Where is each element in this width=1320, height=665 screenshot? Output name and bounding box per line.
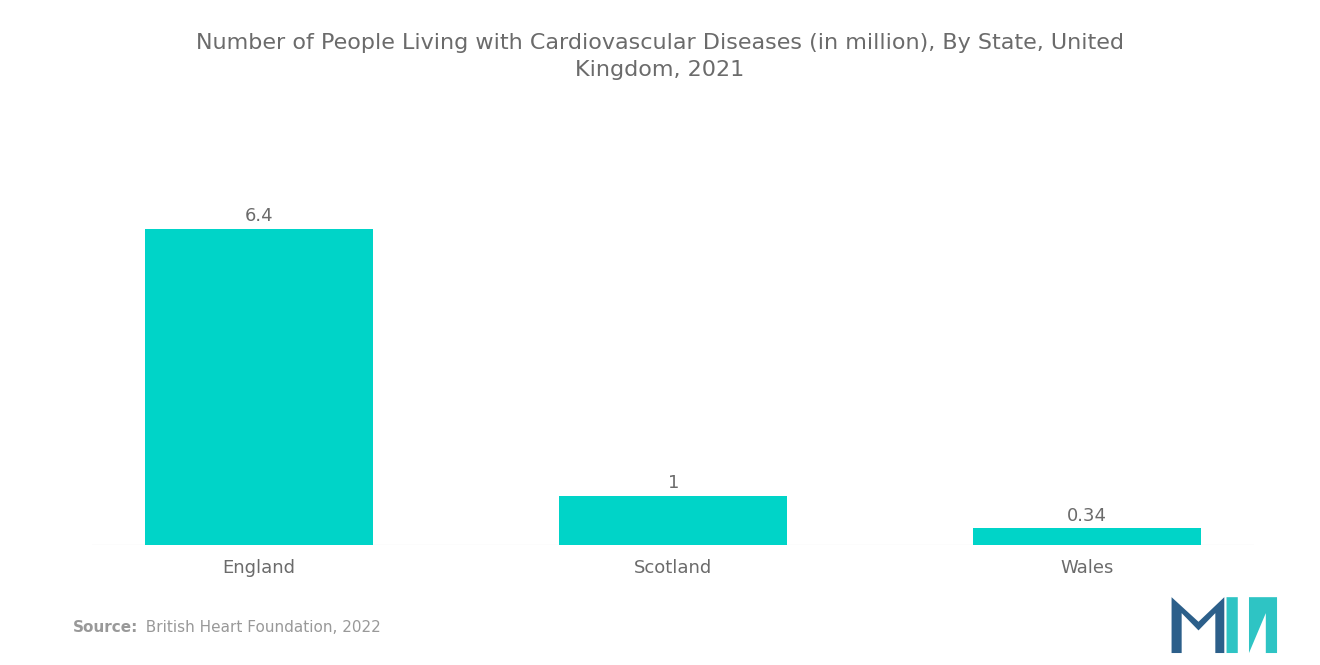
Text: 1: 1	[668, 474, 678, 492]
Bar	[973, 529, 1201, 545]
Text: 6.4: 6.4	[244, 207, 273, 225]
Text: 0.34: 0.34	[1068, 507, 1107, 525]
Text: Number of People Living with Cardiovascular Diseases (in million), By State, Uni: Number of People Living with Cardiovascu…	[195, 33, 1125, 80]
Text: Source:: Source:	[73, 620, 139, 635]
Bar	[560, 496, 787, 545]
Bar	[145, 229, 374, 545]
Text: British Heart Foundation, 2022: British Heart Foundation, 2022	[136, 620, 380, 635]
